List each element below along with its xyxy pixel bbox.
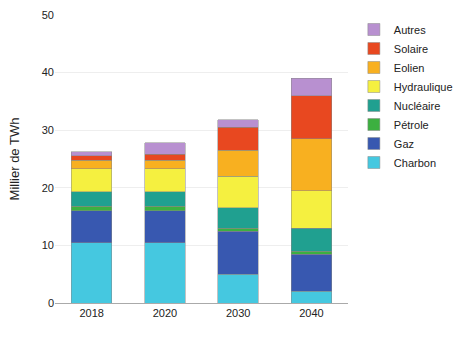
svg-text:Hydraulique: Hydraulique [394, 81, 453, 93]
svg-text:2018: 2018 [79, 307, 103, 319]
svg-text:Autres: Autres [394, 24, 426, 36]
svg-text:2020: 2020 [153, 307, 177, 319]
svg-text:10: 10 [42, 239, 54, 251]
svg-text:2030: 2030 [226, 307, 250, 319]
svg-text:50: 50 [42, 9, 54, 21]
svg-text:Solaire: Solaire [394, 43, 428, 55]
svg-text:Gaz: Gaz [394, 138, 414, 150]
svg-text:Eolien: Eolien [394, 62, 425, 74]
svg-text:Millier de TWh: Millier de TWh [7, 118, 22, 201]
svg-text:Nucléaire: Nucléaire [394, 100, 440, 112]
svg-text:Charbon: Charbon [394, 157, 436, 169]
svg-text:0: 0 [48, 297, 54, 309]
svg-text:20: 20 [42, 182, 54, 194]
svg-text:30: 30 [42, 124, 54, 136]
svg-text:2040: 2040 [299, 307, 323, 319]
svg-text:Pétrole: Pétrole [394, 119, 429, 131]
svg-text:40: 40 [42, 66, 54, 78]
